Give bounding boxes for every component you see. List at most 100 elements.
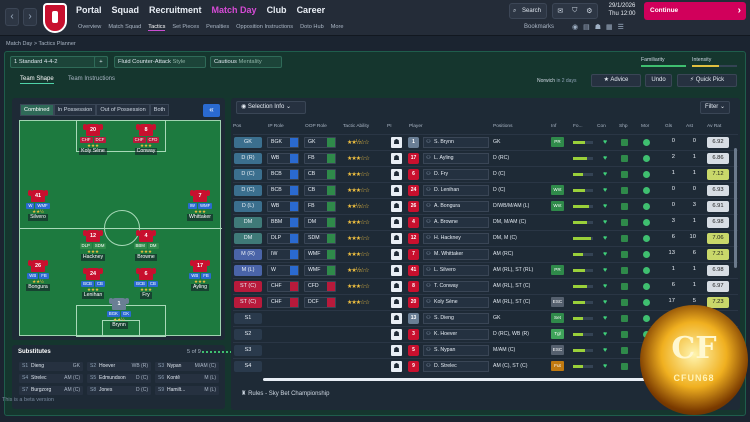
subnav-opposition-instructions[interactable]: Opposition Instructions	[236, 24, 294, 30]
table-row[interactable]: ST (C) CHF DCF ★★★☆☆ ☗ 20 Koly Sène AM (RL), ST…	[233, 294, 738, 309]
club-crest[interactable]	[43, 3, 67, 33]
subnav-match-squad[interactable]: Match Squad	[108, 24, 142, 30]
position-slot[interactable]: S4	[234, 361, 262, 372]
influence-badge[interactable]: Fut	[551, 361, 564, 371]
col-ast[interactable]: Ast	[686, 124, 693, 129]
col-pos[interactable]: Pos	[233, 124, 242, 129]
tab-team-instructions[interactable]: Team Instructions	[68, 76, 116, 82]
table-row[interactable]: S2 ☗ 3 K. Hoever D (RC), WB (R) Tgl ♥	[233, 326, 738, 341]
tab-in-possession[interactable]: In Possession	[53, 104, 97, 116]
ip-role-dropdown[interactable]: DLP	[267, 233, 299, 244]
forward-button[interactable]: ›	[23, 8, 37, 26]
nav-squad[interactable]: Squad	[111, 5, 140, 15]
influence-badge[interactable]: Wnt	[551, 201, 564, 211]
oop-role-dropdown[interactable]: DM	[304, 217, 336, 228]
player-instructions-icon[interactable]: ☗	[391, 345, 402, 356]
substitute-item[interactable]: S2 Hoever WB (R)	[87, 362, 151, 371]
player-instructions-icon[interactable]: ☗	[391, 169, 402, 180]
tab-team-shape[interactable]: Team Shape	[20, 76, 54, 84]
bookmarks-menu[interactable]: Bookmarks	[524, 24, 555, 30]
ip-role-dropdown[interactable]: BBM	[267, 217, 299, 228]
filter-dropdown[interactable]: Filter ⌄	[700, 101, 730, 114]
ip-role-dropdown[interactable]: BGK	[267, 137, 299, 148]
player-dropdown[interactable]: L. Silvero	[423, 265, 489, 276]
col-mor[interactable]: Mor	[641, 124, 650, 129]
pitch-player-lenihan[interactable]: 24 BCB CB ★★★ Lenihan	[75, 268, 111, 299]
selection-info-dropdown[interactable]: ◉ Selection Info ⌄	[236, 101, 306, 114]
oop-role-dropdown[interactable]: DCF	[304, 297, 336, 308]
back-button[interactable]: ‹	[5, 8, 19, 26]
clipboard-icon[interactable]: ▤	[583, 24, 590, 31]
quick-pick-button[interactable]: ⚡ Quick Pick	[677, 74, 737, 87]
subnav-data-hub[interactable]: Doto Hub	[300, 24, 324, 30]
position-slot[interactable]: D (R)	[234, 153, 262, 164]
player-instructions-icon[interactable]: ☗	[391, 297, 402, 308]
col-av-rat[interactable]: Av Rat	[707, 124, 722, 129]
oop-role-dropdown[interactable]: CFD	[304, 281, 336, 292]
position-slot[interactable]: S1	[234, 313, 262, 324]
oop-role-dropdown[interactable]: CB	[304, 169, 336, 180]
pitch-player-whittaker[interactable]: 7 IW WMF ★★★ Whittaker	[182, 190, 218, 221]
ip-role-dropdown[interactable]: CHF	[267, 297, 299, 308]
col-oop-role[interactable]: OOP Role	[305, 124, 327, 129]
pitch-player-hackney[interactable]: 12 DLP SDM ★★★ Hackney	[75, 230, 111, 261]
table-row[interactable]: M (R) IW WMF ★★★☆☆ ☗ 7 M. Whittaker AM (RC) ♥ 13 6…	[233, 246, 738, 261]
table-row[interactable]: DM DLP SDM ★★★☆☆ ☗ 12 H. Hackney DM, M (C) ♥ 6 10 7…	[233, 230, 738, 245]
player-dropdown[interactable]: M. Whittaker	[423, 249, 489, 260]
tab-out-of-possession[interactable]: Out of Possession	[96, 104, 150, 116]
substitute-item[interactable]: S7 Burgzorg AM (C)	[19, 386, 83, 395]
competition-rules[interactable]: ♜ Rules - Sky Bet Championship	[241, 390, 329, 397]
influence-badge[interactable]: Wnt	[551, 185, 564, 195]
oop-role-dropdown[interactable]: FB	[304, 201, 336, 212]
substitute-item[interactable]: S1 Dieng GK	[19, 362, 83, 371]
col-tactic-ability[interactable]: Tactic Ability	[343, 124, 370, 129]
nav-recruitment[interactable]: Recruitment	[149, 5, 202, 15]
player-instructions-icon[interactable]: ☗	[391, 185, 402, 196]
player-dropdown[interactable]: Koly Sène	[423, 297, 489, 308]
substitute-item[interactable]: S3 Nypan M/AM (C)	[155, 362, 219, 371]
tab-both[interactable]: Both	[149, 104, 170, 116]
col-pi[interactable]: PI	[387, 124, 392, 129]
subnav-overview[interactable]: Overview	[78, 24, 102, 30]
position-slot[interactable]: ST (C)	[234, 281, 262, 292]
player-instructions-icon[interactable]: ☗	[391, 329, 402, 340]
substitute-item[interactable]: S6 Kontě M (L)	[155, 374, 219, 383]
player-instructions-icon[interactable]: ☗	[391, 201, 402, 212]
player-dropdown[interactable]: L. Ayling	[423, 153, 489, 164]
table-row[interactable]: GK BGK GK ★★½☆☆ ☗ 1 S. Brynn GK PR ♥ 0 0 6.92	[233, 134, 738, 149]
position-slot[interactable]: GK	[234, 137, 262, 148]
nav-match-day[interactable]: Match Day	[211, 5, 257, 15]
player-instructions-icon[interactable]: ☗	[391, 313, 402, 324]
vertical-scrollbar[interactable]	[734, 148, 737, 268]
ip-role-dropdown[interactable]: BCB	[267, 185, 299, 196]
ip-role-dropdown[interactable]: IW	[267, 249, 299, 260]
position-slot[interactable]: ST (C)	[234, 297, 262, 308]
table-row[interactable]: D (C) BCB CB ★★★☆☆ ☗ 24 D. Lenihan D (C) Wnt ♥ 0 0 6…	[233, 182, 738, 197]
pitch-player-silvero[interactable]: 41 W WMF ★★½ Silvero	[20, 190, 56, 221]
position-slot[interactable]: D (L)	[234, 201, 262, 212]
influence-badge[interactable]: Tgl	[551, 329, 564, 339]
shield-icon[interactable]: ⛉	[572, 7, 578, 14]
advice-button[interactable]: ★ Advice	[591, 74, 641, 87]
influence-badge[interactable]: PR	[551, 137, 564, 147]
pitch-player-browne[interactable]: 4 BBM DM ★★★ Browne	[128, 230, 164, 261]
position-slot[interactable]: D (C)	[234, 169, 262, 180]
pitch-player-bongura[interactable]: 26 WB FB ★★½ Bongura	[20, 260, 56, 291]
subnav-tactics[interactable]: Tactics	[148, 24, 166, 31]
nav-career[interactable]: Career	[296, 5, 326, 15]
substitute-item[interactable]: S8 Jones D (C)	[87, 386, 151, 395]
nav-portal[interactable]: Portal	[76, 5, 102, 15]
ip-role-dropdown[interactable]: WB	[267, 153, 299, 164]
player-instructions-icon[interactable]: ☗	[391, 217, 402, 228]
oop-role-dropdown[interactable]: GK	[304, 137, 336, 148]
col-ip-role[interactable]: IP Role	[268, 124, 284, 129]
table-row[interactable]: S1 ☗ 13 S. Dieng GK Set ♥	[233, 310, 738, 325]
breadcrumb[interactable]: Match Day > Tactics Planner	[6, 41, 76, 47]
inbox-icon[interactable]: ✉	[557, 8, 564, 15]
player-instructions-icon[interactable]: ☗	[391, 249, 402, 260]
grid-icon[interactable]: ▦	[606, 24, 613, 31]
table-row[interactable]: D (L) WB FB ★★½☆☆ ☗ 26 A. Bongura D/WB/M/AM (L)…	[233, 198, 738, 213]
ip-role-dropdown[interactable]: W	[267, 265, 299, 276]
player-dropdown[interactable]: A. Bongura	[423, 201, 489, 212]
player-dropdown[interactable]: D. Lenihan	[423, 185, 489, 196]
